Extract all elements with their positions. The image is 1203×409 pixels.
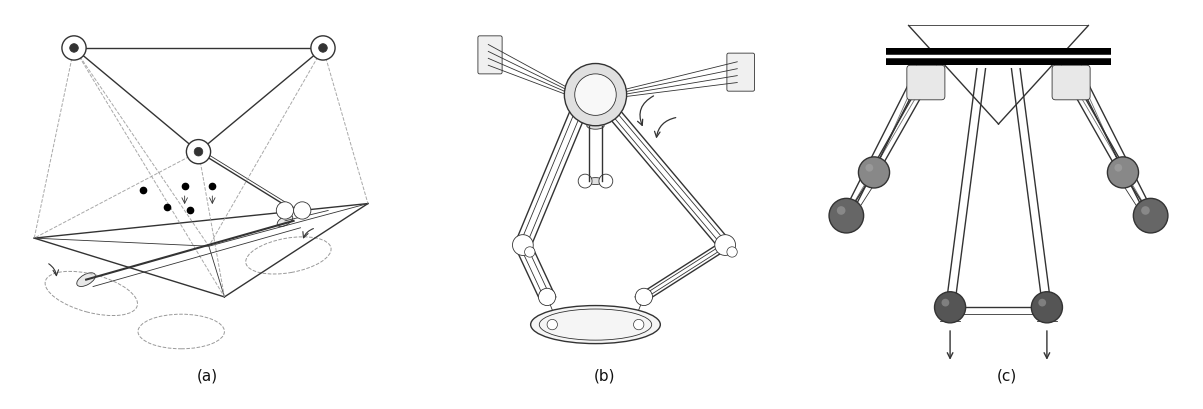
Ellipse shape — [77, 273, 95, 286]
Ellipse shape — [587, 178, 604, 184]
Circle shape — [599, 174, 612, 188]
Circle shape — [575, 74, 616, 115]
Circle shape — [61, 36, 87, 60]
Circle shape — [310, 36, 336, 60]
Circle shape — [186, 139, 211, 164]
Circle shape — [1108, 157, 1138, 188]
Ellipse shape — [587, 122, 604, 129]
Circle shape — [1038, 299, 1047, 306]
Circle shape — [935, 292, 966, 323]
Circle shape — [634, 319, 644, 330]
FancyBboxPatch shape — [907, 65, 944, 100]
Circle shape — [277, 202, 294, 219]
Circle shape — [547, 319, 557, 330]
Text: (c): (c) — [997, 369, 1018, 383]
Circle shape — [564, 63, 627, 126]
Circle shape — [319, 44, 327, 52]
FancyBboxPatch shape — [727, 53, 754, 91]
Text: (a): (a) — [196, 369, 218, 383]
Circle shape — [727, 247, 737, 257]
Circle shape — [539, 288, 556, 306]
Circle shape — [829, 198, 864, 233]
FancyBboxPatch shape — [1053, 65, 1090, 100]
Text: (b): (b) — [593, 369, 615, 383]
Bar — [887, 48, 1110, 65]
Circle shape — [1133, 198, 1168, 233]
Circle shape — [70, 44, 78, 52]
Circle shape — [865, 164, 873, 172]
Circle shape — [512, 235, 533, 255]
Ellipse shape — [531, 306, 660, 344]
Circle shape — [942, 299, 949, 306]
Circle shape — [635, 288, 652, 306]
Circle shape — [1142, 206, 1150, 215]
Circle shape — [194, 147, 203, 156]
Circle shape — [525, 247, 535, 257]
Circle shape — [715, 235, 735, 255]
FancyBboxPatch shape — [478, 36, 502, 74]
Circle shape — [1031, 292, 1062, 323]
Circle shape — [579, 174, 592, 188]
Circle shape — [294, 202, 310, 219]
Circle shape — [859, 157, 889, 188]
Ellipse shape — [277, 215, 292, 227]
Circle shape — [837, 206, 846, 215]
Circle shape — [1114, 164, 1122, 172]
